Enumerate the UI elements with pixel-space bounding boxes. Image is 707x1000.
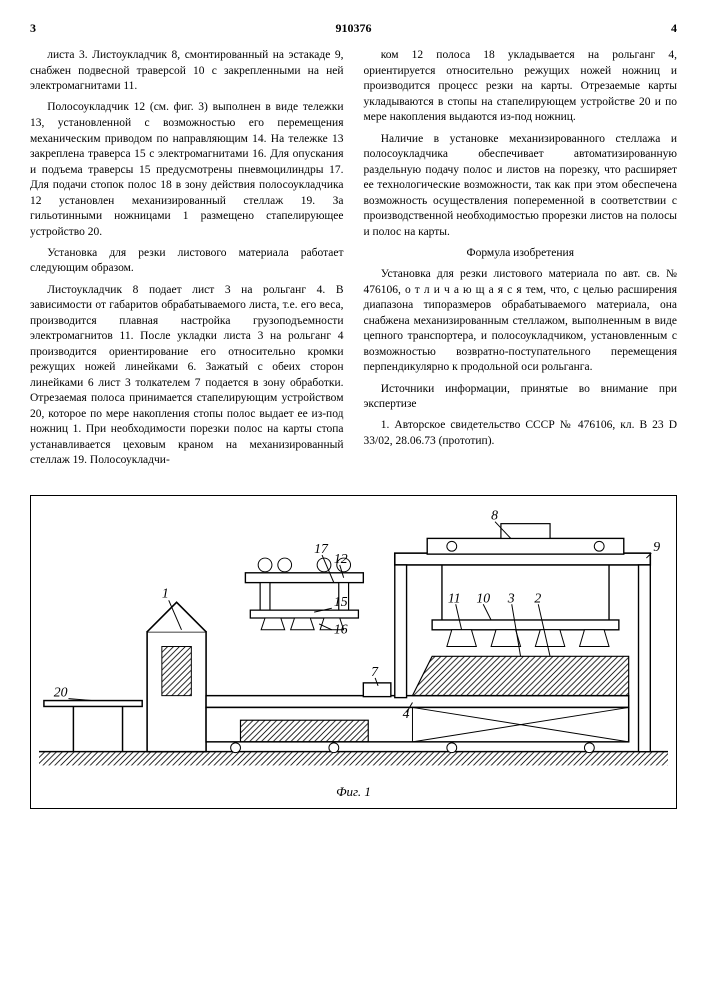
- formula-title: Формула изобретения: [364, 246, 678, 262]
- page-header: 3 910376 4: [30, 20, 677, 36]
- svg-text:7: 7: [371, 664, 379, 679]
- svg-text:15: 15: [334, 594, 348, 609]
- figure-1: 1 20 17 12 15 16 7 8 9 11 10 3 2 4 Фиг. …: [30, 495, 677, 810]
- right-p2: Наличие в установке механизированного ст…: [364, 132, 678, 241]
- page-num-right: 4: [671, 20, 677, 36]
- magnets-11: [447, 629, 609, 646]
- figure-svg: 1 20 17 12 15 16 7 8 9 11 10 3 2 4: [39, 504, 668, 779]
- sheet-3: [412, 656, 628, 695]
- left-p4: Листоукладчик 8 подает лист 3 на рольган…: [30, 283, 344, 469]
- svg-text:2: 2: [534, 590, 541, 605]
- text-columns: листа 3. Листоукладчик 8, смонтированный…: [30, 48, 677, 474]
- svg-text:16: 16: [334, 621, 348, 636]
- left-p2: Полосоукладчик 12 (см. фиг. 3) выполнен …: [30, 100, 344, 240]
- svg-text:10: 10: [476, 590, 490, 605]
- device-20: [44, 700, 142, 751]
- right-p3: Установка для резки листового материала …: [364, 267, 678, 376]
- left-column: листа 3. Листоукладчик 8, смонтированный…: [30, 48, 344, 474]
- left-p3: Установка для резки листового материала …: [30, 246, 344, 277]
- svg-text:3: 3: [507, 590, 515, 605]
- svg-text:20: 20: [54, 684, 68, 699]
- figure-label: Фиг. 1: [39, 783, 668, 801]
- right-column: ком 12 полоса 18 укладывается на рольган…: [364, 48, 678, 474]
- svg-text:8: 8: [491, 507, 498, 522]
- svg-text:17: 17: [314, 541, 329, 556]
- right-p4-head: Источники информации, принятые во вниман…: [364, 382, 678, 413]
- device-1: [147, 602, 206, 751]
- stacker-8: [427, 523, 624, 553]
- left-p1: листа 3. Листоукладчик 8, смонтированный…: [30, 48, 344, 95]
- page-num-left: 3: [30, 20, 36, 36]
- svg-text:1: 1: [162, 585, 169, 600]
- patent-number: 910376: [336, 20, 372, 36]
- svg-text:12: 12: [334, 551, 348, 566]
- svg-text:11: 11: [448, 590, 461, 605]
- right-p5: 1. Авторское свидетельство СССР № 476106…: [364, 418, 678, 449]
- pusher-7: [363, 682, 391, 696]
- traverse-10: [432, 565, 619, 647]
- svg-text:9: 9: [653, 539, 660, 554]
- right-p1: ком 12 полоса 18 укладывается на рольган…: [364, 48, 678, 126]
